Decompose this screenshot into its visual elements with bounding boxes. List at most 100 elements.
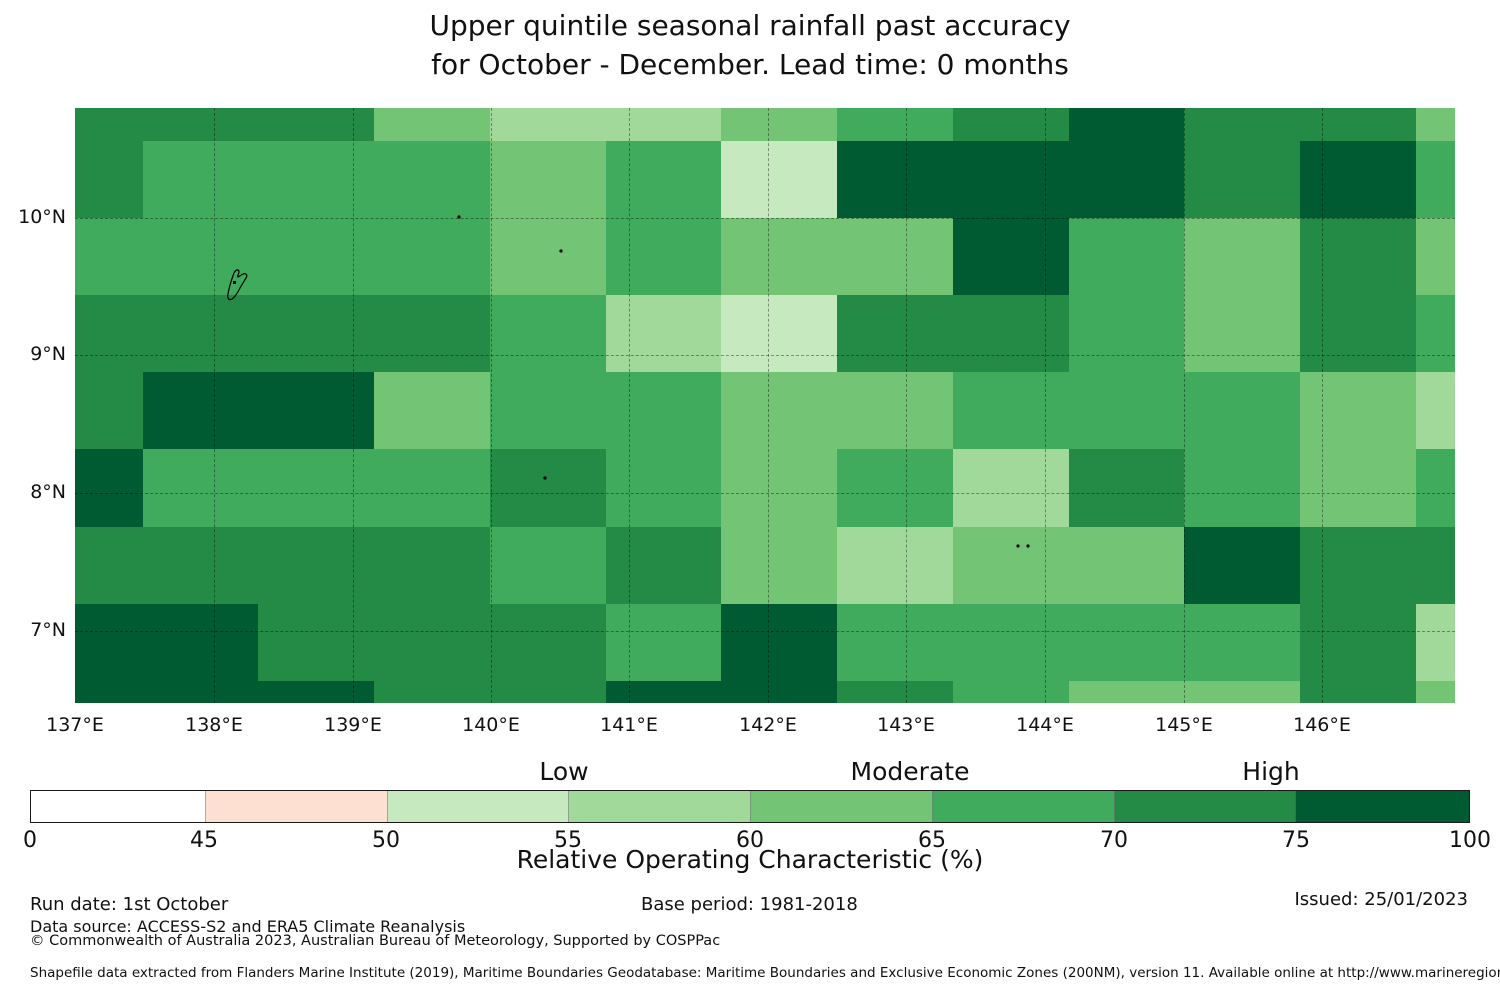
map-gridline (491, 108, 492, 703)
x-tick-label: 145°E (1155, 714, 1213, 736)
map-cell (374, 218, 490, 295)
chart-title-line2: for October - December. Lead time: 0 mon… (431, 48, 1069, 81)
map-cell (721, 527, 837, 604)
map-cell (1300, 681, 1416, 703)
map-cell (143, 108, 258, 141)
map-cell (837, 372, 953, 449)
y-tick-label: 8°N (30, 481, 66, 503)
issued-date-text: Issued: 25/01/2023 (1294, 889, 1468, 910)
map-cell (143, 527, 258, 604)
base-period-text: Base period: 1981-2018 (641, 894, 858, 915)
map-cell (1069, 449, 1184, 527)
map-cell (606, 449, 721, 527)
map-cell (490, 108, 606, 141)
map-cell (143, 295, 258, 372)
colorbar-tick-label: 45 (190, 828, 218, 853)
map-cell (490, 449, 606, 527)
map-cell (75, 449, 143, 527)
map-gridline (1184, 108, 1185, 703)
map-cell (374, 295, 490, 372)
map-cell (1184, 604, 1300, 681)
map-cell (721, 295, 837, 372)
map-gridline (906, 108, 907, 703)
map-cell (953, 108, 1069, 141)
map-gridline (629, 108, 630, 703)
map-cell (75, 295, 143, 372)
colorbar-segment (1295, 791, 1470, 822)
map-cell (1069, 141, 1184, 218)
x-tick-label: 137°E (46, 714, 104, 736)
colorbar-segment (750, 791, 932, 822)
map-cell (1300, 108, 1416, 141)
colorbar-segment (204, 791, 387, 822)
map-cell (1069, 295, 1184, 372)
map-cell (1069, 218, 1184, 295)
map-cell (490, 295, 606, 372)
map-cell (258, 372, 374, 449)
colorbar-region-label: Low (539, 757, 589, 786)
map-cell (721, 681, 837, 703)
map-cell (258, 108, 374, 141)
map-cell (75, 527, 143, 604)
map-cell (837, 108, 953, 141)
colorbar-segment (1113, 791, 1296, 822)
copyright-text: © Commonwealth of Australia 2023, Austra… (30, 933, 721, 949)
map-cell (1416, 449, 1455, 527)
colorbar-region-label: High (1242, 757, 1300, 786)
map-cell (490, 372, 606, 449)
map-cell (606, 681, 721, 703)
map-cell (143, 681, 258, 703)
colorbar-tick-label: 60 (736, 828, 764, 853)
map-cell (374, 108, 490, 141)
colorbar (30, 790, 1470, 823)
map-gridline (75, 631, 1455, 632)
map-cell (953, 681, 1069, 703)
x-tick-label: 139°E (324, 714, 382, 736)
map-cell (1416, 295, 1455, 372)
map-cell (1184, 527, 1300, 604)
map-cell (953, 218, 1069, 295)
colorbar-tick-label: 0 (23, 828, 37, 853)
map-cell (1300, 604, 1416, 681)
y-tick-label: 7°N (30, 619, 66, 641)
map-cell (606, 372, 721, 449)
map-cell (490, 681, 606, 703)
map-cell (837, 218, 953, 295)
x-tick-label: 141°E (600, 714, 658, 736)
colorbar-segment (568, 791, 750, 822)
map-cell (1184, 295, 1300, 372)
map-cell (953, 141, 1069, 218)
map-cell (1300, 141, 1416, 218)
map-cell (1416, 681, 1455, 703)
map-cell (837, 604, 953, 681)
map-cell (258, 449, 374, 527)
x-tick-label: 146°E (1293, 714, 1351, 736)
map-cell (953, 449, 1069, 527)
map-cell (490, 218, 606, 295)
map-gridline (75, 218, 1455, 219)
map-cell (374, 372, 490, 449)
map-cell (258, 527, 374, 604)
map-cell (490, 604, 606, 681)
map-cell (1300, 449, 1416, 527)
map-cell (1300, 372, 1416, 449)
run-date-text: Run date: 1st October (30, 894, 229, 915)
map-cell (721, 449, 837, 527)
map-cell (75, 108, 143, 141)
roc-heatmap (75, 108, 1455, 703)
colorbar-segment (31, 791, 205, 822)
map-gridline (768, 108, 769, 703)
map-cell (1300, 527, 1416, 604)
map-cell (837, 527, 953, 604)
chart-title: Upper quintile seasonal rainfall past ac… (0, 6, 1500, 84)
map-cell (606, 604, 721, 681)
map-cell (490, 141, 606, 218)
map-cell (1416, 108, 1455, 141)
map-cell (75, 372, 143, 449)
data-source-text: Data source: ACCESS-S2 and ERA5 Climate … (30, 917, 466, 936)
map-gridline (75, 493, 1455, 494)
map-cell (143, 372, 258, 449)
colorbar-axis-label: Relative Operating Characteristic (%) (516, 845, 984, 874)
map-cell (1416, 604, 1455, 681)
map-cell (1416, 527, 1455, 604)
